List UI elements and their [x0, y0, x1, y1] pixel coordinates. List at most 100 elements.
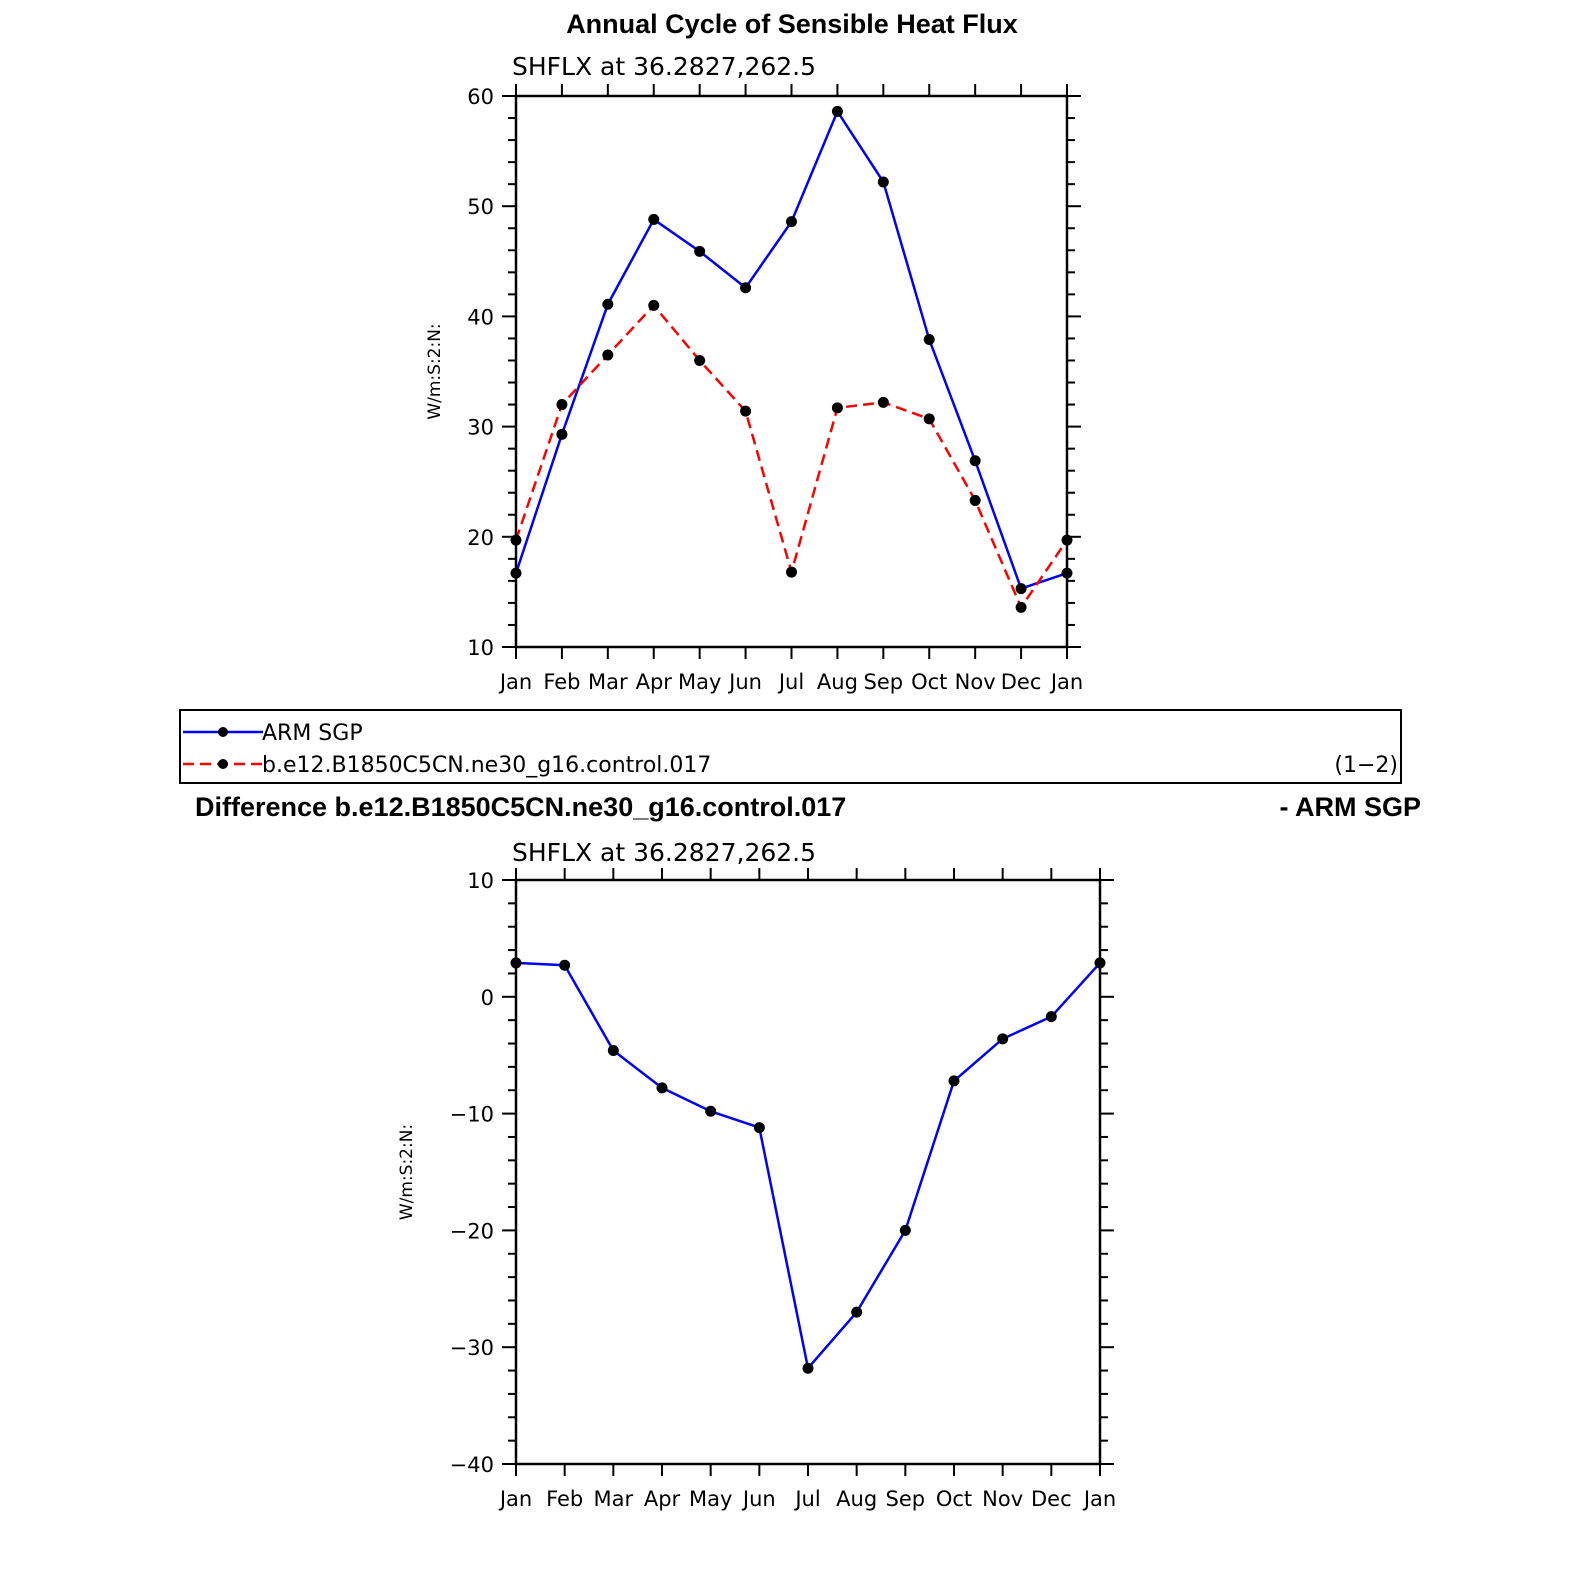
- chart-2-series-1-point: [1094, 957, 1106, 969]
- chart-2-xtick-label: Jul: [793, 1487, 820, 1511]
- chart-1-series-2-point: [556, 399, 568, 411]
- legend-note: (1−2): [1334, 753, 1398, 778]
- chart-1-series-2-point: [510, 534, 522, 546]
- legend: ARM SGP b.e12.B1850C5CN.ne30_g16.control…: [179, 709, 1402, 784]
- chart-1-xtick-label: Sep: [864, 670, 904, 694]
- chart-2-series-1-point: [559, 959, 571, 971]
- chart-1-ytick-label: 40: [467, 305, 494, 329]
- chart-2-series-1-line: [515, 961, 1101, 1370]
- chart-1-xtick-label: Apr: [636, 670, 673, 694]
- legend-label-obs: ARM SGP: [262, 721, 363, 746]
- chart-2-xtick-label: Jan: [498, 1487, 532, 1511]
- chart-2-frame: [514, 878, 1102, 1466]
- chart-1-series-1-line: [514, 110, 1068, 590]
- chart-2-series-1-point: [607, 1045, 619, 1057]
- chart-1-series-2-point: [740, 405, 752, 417]
- chart-1-ytick-label: 20: [467, 526, 494, 550]
- chart-1-series-2-point: [786, 566, 797, 578]
- chart-1-series-1-point: [831, 105, 843, 117]
- chart-1-series-1-point: [969, 455, 981, 467]
- chart-1-xtick-label: May: [678, 670, 721, 694]
- chart-2-ytick-label: −10: [450, 1103, 494, 1127]
- chart-2-xtick-label: Aug: [836, 1487, 877, 1511]
- chart-1-series-1-point: [648, 213, 660, 225]
- chart-1-xtick-label: Feb: [543, 670, 580, 694]
- chart-1-xtick-label: Dec: [1001, 670, 1042, 694]
- chart-2-ytick-label: −20: [450, 1219, 494, 1243]
- chart-1-title: Annual Cycle of Sensible Heat Flux: [566, 9, 1018, 39]
- chart-2-ytick-label: −40: [450, 1453, 494, 1477]
- chart-1-series-2-point: [831, 402, 843, 414]
- chart-1-xtick-label: Oct: [911, 670, 947, 694]
- chart-1-series-1-point: [556, 428, 568, 440]
- chart-2-title-left: Difference b.e12.B1850C5CN.ne30_g16.cont…: [195, 792, 846, 822]
- chart-1-xtick-label: Jan: [1049, 670, 1083, 694]
- chart-1-ytick-label: 60: [467, 85, 494, 109]
- chart-1-xtick-label: Nov: [955, 670, 996, 694]
- chart-1-series-1-point: [510, 567, 522, 579]
- chart-1-series-2-line: [514, 304, 1069, 609]
- chart-1-series-2-point: [923, 413, 935, 425]
- chart-2-xtick-label: Apr: [644, 1487, 681, 1511]
- chart-2-series-1-point: [656, 1082, 668, 1094]
- chart-1-series-1-point: [1015, 583, 1027, 595]
- chart-2-subtitle: SHFLX at 36.2827,262.5: [512, 838, 816, 867]
- chart-2-series-1-point: [510, 957, 522, 969]
- chart-2-series-1-point: [899, 1224, 911, 1236]
- chart-1-xtick-label: Jun: [727, 670, 762, 694]
- chart-1-series-2-point: [877, 396, 889, 408]
- chart-1-series-2-point: [694, 354, 706, 366]
- chart-2-xtick-label: Dec: [1031, 1487, 1072, 1511]
- chart-2-xtick-label: Jun: [741, 1487, 776, 1511]
- chart-1-ytick-label: 30: [467, 416, 494, 440]
- chart-1-ytick-label: 50: [467, 195, 494, 219]
- chart-2-series-1-point: [753, 1122, 765, 1134]
- chart-1-xtick-label: Aug: [817, 670, 858, 694]
- chart-2-ytick-label: −30: [450, 1336, 494, 1360]
- chart-1-xtick-label: Jul: [777, 670, 804, 694]
- chart-2-xtick-label: Oct: [936, 1487, 972, 1511]
- chart-2-series-1-point: [802, 1362, 814, 1374]
- legend-label-model: b.e12.B1850C5CN.ne30_g16.control.017: [262, 753, 711, 778]
- chart-1-frame: [514, 94, 1069, 649]
- chart-1-series-1-point: [740, 282, 752, 294]
- chart-2-xtick-label: May: [689, 1487, 732, 1511]
- chart-1-plot: 10 20 30 40 50 60 Jan Feb Mar Apr May Jun Jul Aug Sep O…: [425, 84, 1083, 694]
- chart-1-series-2-point: [602, 349, 614, 361]
- chart-2-ylabel: W/m:S:2:N:: [397, 1124, 417, 1220]
- chart-2-plot: −40 −30 −20 −10 0 10 Jan Feb Mar Apr May Jun Jul Aug S…: [397, 868, 1116, 1511]
- chart-1-series-1-point: [1061, 567, 1073, 579]
- chart-2-series-1-point: [948, 1075, 960, 1087]
- chart-2-xtick-label: Sep: [886, 1487, 926, 1511]
- chart-1-ylabel: W/m:S:2:N:: [425, 323, 445, 419]
- chart-1-ytick-label: 10: [467, 636, 494, 660]
- chart-1-series-1-point: [786, 216, 797, 228]
- chart-2-title-right: - ARM SGP: [1280, 792, 1422, 822]
- chart-2-series-1-point: [997, 1033, 1009, 1045]
- legend-box: [179, 709, 1402, 784]
- chart-1-series-2-point: [648, 299, 660, 311]
- chart-2-xtick-label: Mar: [594, 1487, 634, 1511]
- chart-1-series-1-point: [694, 245, 706, 257]
- chart-2-ytick-label: 0: [481, 986, 494, 1010]
- chart-2-xtick-label: Jan: [1082, 1487, 1116, 1511]
- chart-1-subtitle: SHFLX at 36.2827,262.5: [512, 52, 816, 81]
- legend-marker-model: [218, 759, 228, 769]
- chart-1-series-1-point: [877, 176, 889, 188]
- chart-1-series-1-point: [923, 334, 935, 346]
- chart-1-series-1-point: [602, 298, 614, 310]
- chart-1-xtick-label: Mar: [588, 670, 628, 694]
- chart-1-series-2-point: [1061, 534, 1073, 546]
- chart-2-xtick-label: Feb: [546, 1487, 583, 1511]
- chart-2-series-1-point: [705, 1105, 717, 1117]
- chart-1-series-2-point: [1015, 601, 1027, 613]
- chart-2-ytick-label: 10: [467, 869, 494, 893]
- legend-marker-obs: [218, 727, 228, 737]
- chart-1-series-2-point: [969, 494, 981, 506]
- chart-2-series-1-point: [1045, 1011, 1057, 1023]
- chart-2-series-1-point: [851, 1306, 863, 1318]
- chart-2-xtick-label: Nov: [982, 1487, 1023, 1511]
- chart-1-xtick-label: Jan: [498, 670, 532, 694]
